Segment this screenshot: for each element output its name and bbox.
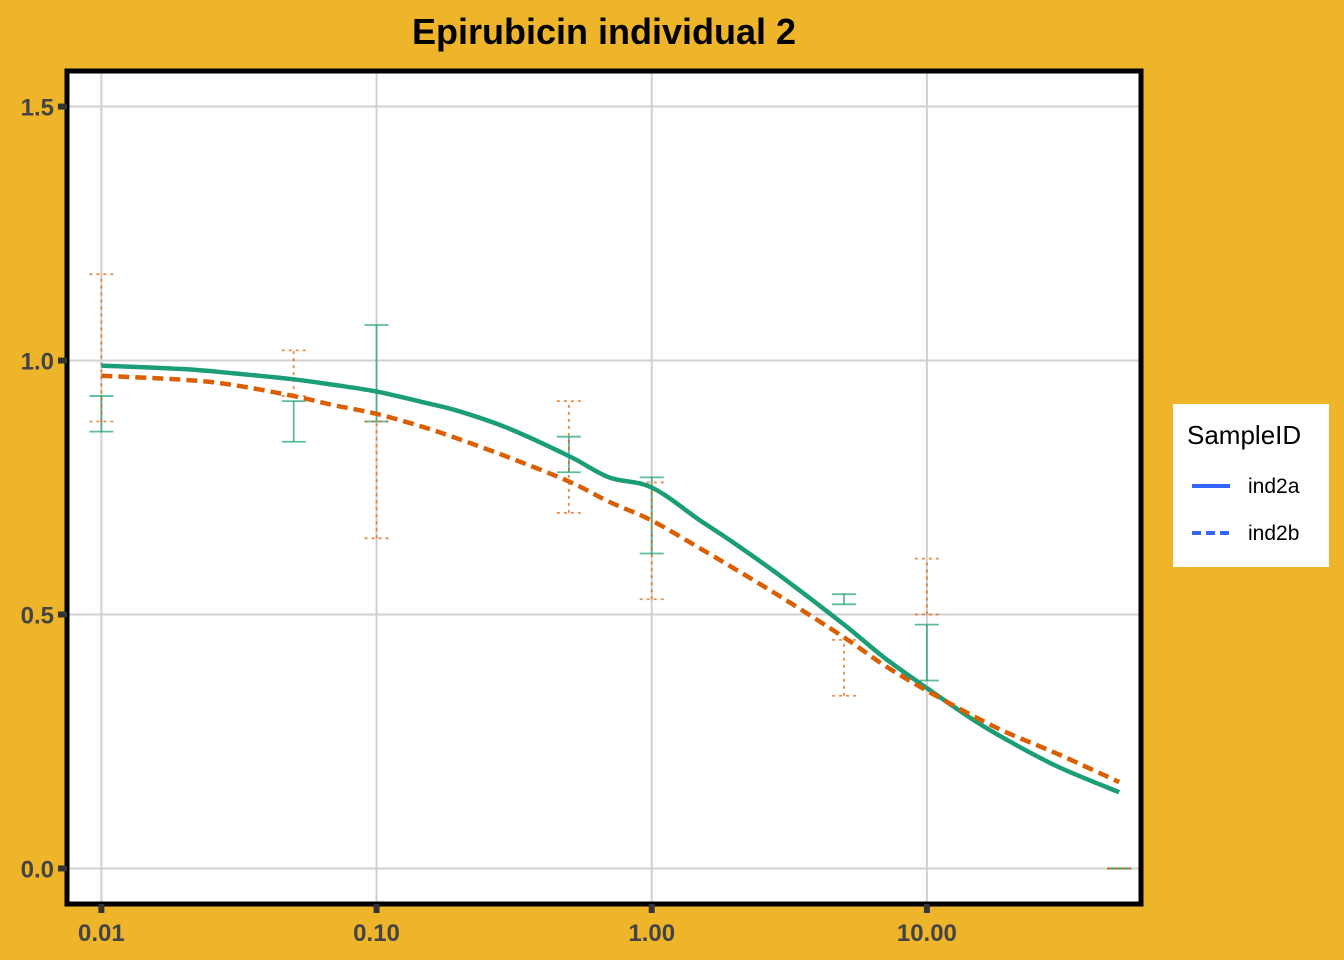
y-tick-label: 0.0 — [21, 856, 54, 883]
y-tick-label: 1.5 — [21, 95, 54, 122]
legend-title: SampleID — [1187, 420, 1301, 450]
fit-line-ind2b — [101, 373, 1121, 785]
x-tick-label: 0.10 — [353, 920, 400, 947]
y-tick-label: 0.5 — [21, 602, 54, 629]
grid — [67, 71, 1141, 904]
legend-label-ind2b: ind2b — [1248, 522, 1299, 545]
chart-title: Epirubicin individual 2 — [412, 11, 796, 52]
axes: 0.01 0.10 1.00 10.00 0.0 0.5 1.0 1.5 — [21, 95, 957, 947]
legend-label-ind2a: ind2a — [1248, 475, 1300, 498]
legend: SampleID ind2a ind2b — [1173, 404, 1329, 567]
x-tick-label: 1.00 — [628, 920, 675, 947]
plot-border — [64, 68, 1144, 907]
y-tick-label: 1.0 — [21, 349, 54, 376]
x-tick-label: 10.00 — [897, 920, 957, 947]
data-marks — [89, 273, 1132, 870]
plot-panel — [67, 71, 1141, 904]
x-tick-label: 0.01 — [78, 920, 125, 947]
